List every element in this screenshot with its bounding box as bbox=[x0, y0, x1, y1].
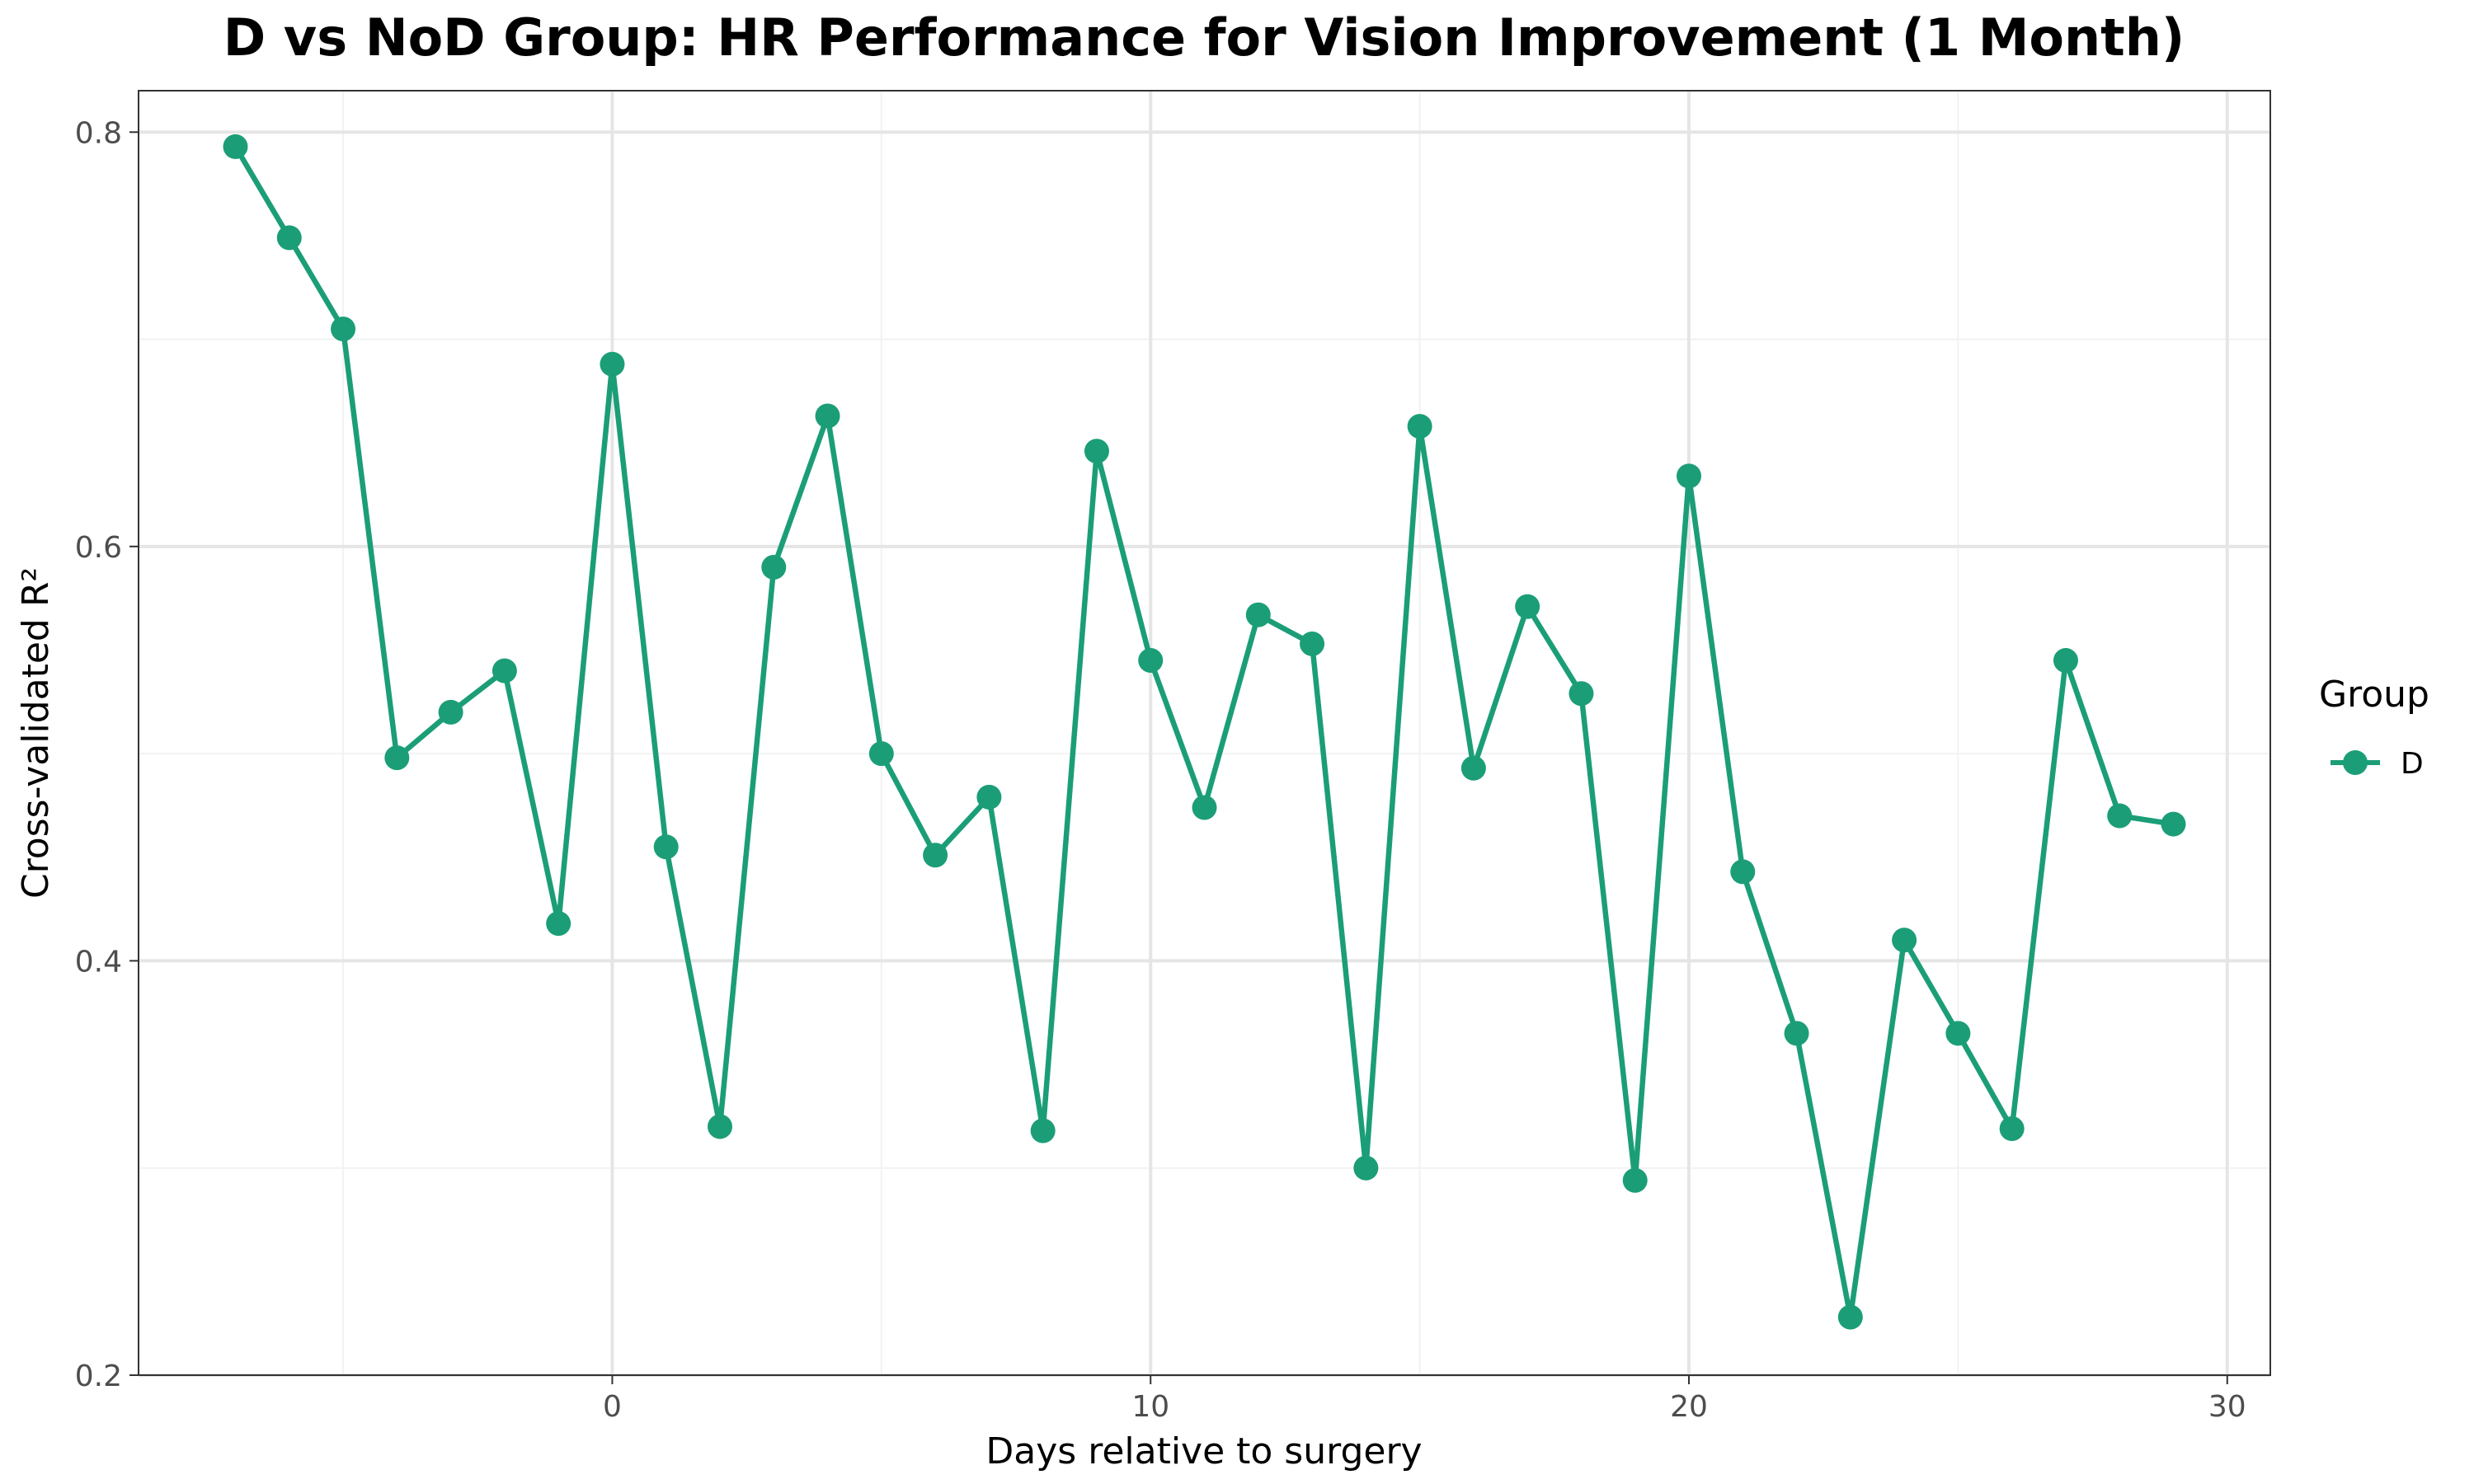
legend-label-d: D bbox=[2401, 747, 2424, 781]
x-tick-label: 0 bbox=[603, 1390, 622, 1424]
grid-minor bbox=[139, 91, 2270, 1375]
data-point bbox=[1622, 1167, 1648, 1193]
data-point bbox=[331, 316, 356, 341]
x-tick-label: 30 bbox=[2208, 1390, 2246, 1424]
x-axis-ticks: 0 10 20 30 bbox=[603, 1375, 2246, 1424]
data-point bbox=[1030, 1118, 1056, 1144]
data-point bbox=[1192, 795, 1217, 820]
data-point bbox=[1945, 1021, 1971, 1046]
data-point bbox=[976, 784, 1002, 810]
data-point bbox=[1515, 594, 1540, 619]
data-point bbox=[923, 843, 948, 868]
data-point bbox=[492, 658, 517, 683]
data-point bbox=[1730, 859, 1756, 885]
data-point bbox=[1460, 755, 1486, 781]
x-axis-title: Days relative to surgery bbox=[985, 1430, 1422, 1472]
data-point bbox=[708, 1114, 732, 1139]
series-points bbox=[223, 134, 2186, 1330]
y-tick-label: 0.8 bbox=[75, 116, 122, 150]
y-tick-label: 0.6 bbox=[75, 531, 122, 565]
data-point bbox=[223, 134, 248, 159]
data-point bbox=[868, 741, 894, 767]
chart-title: D vs NoD Group: HR Performance for Visio… bbox=[223, 7, 2185, 68]
data-point bbox=[1677, 463, 1701, 489]
x-tick-label: 10 bbox=[1131, 1390, 1169, 1424]
data-point bbox=[1837, 1304, 1863, 1330]
legend-key-point bbox=[2343, 750, 2368, 775]
data-point bbox=[438, 699, 463, 725]
data-point bbox=[546, 911, 571, 937]
data-point bbox=[1138, 648, 1164, 674]
data-point bbox=[2053, 648, 2078, 674]
data-point bbox=[1569, 681, 1594, 707]
data-point bbox=[1999, 1115, 2025, 1141]
data-point bbox=[815, 403, 840, 429]
data-point bbox=[600, 351, 625, 377]
y-axis-ticks: 0.2 0.4 0.6 0.8 bbox=[75, 116, 139, 1393]
data-point bbox=[276, 225, 302, 251]
data-point bbox=[1407, 414, 1432, 439]
data-point bbox=[1084, 439, 1109, 464]
legend: Group D bbox=[2319, 674, 2429, 781]
data-point bbox=[2161, 811, 2186, 837]
data-point bbox=[384, 745, 410, 771]
data-point bbox=[1300, 631, 1325, 656]
y-tick-label: 0.2 bbox=[75, 1360, 122, 1393]
data-point bbox=[1245, 602, 1271, 627]
data-point bbox=[1784, 1021, 1809, 1046]
data-point bbox=[1353, 1155, 1379, 1181]
plot-panel-border bbox=[138, 90, 2271, 1376]
x-tick-label: 20 bbox=[1670, 1390, 1708, 1424]
y-axis-title: Cross-validated R² bbox=[15, 567, 57, 899]
legend-title: Group bbox=[2319, 674, 2429, 716]
data-point bbox=[2107, 803, 2133, 829]
data-point bbox=[1892, 928, 1917, 953]
data-point bbox=[761, 554, 787, 580]
data-point bbox=[653, 834, 679, 860]
y-tick-label: 0.4 bbox=[75, 945, 122, 979]
